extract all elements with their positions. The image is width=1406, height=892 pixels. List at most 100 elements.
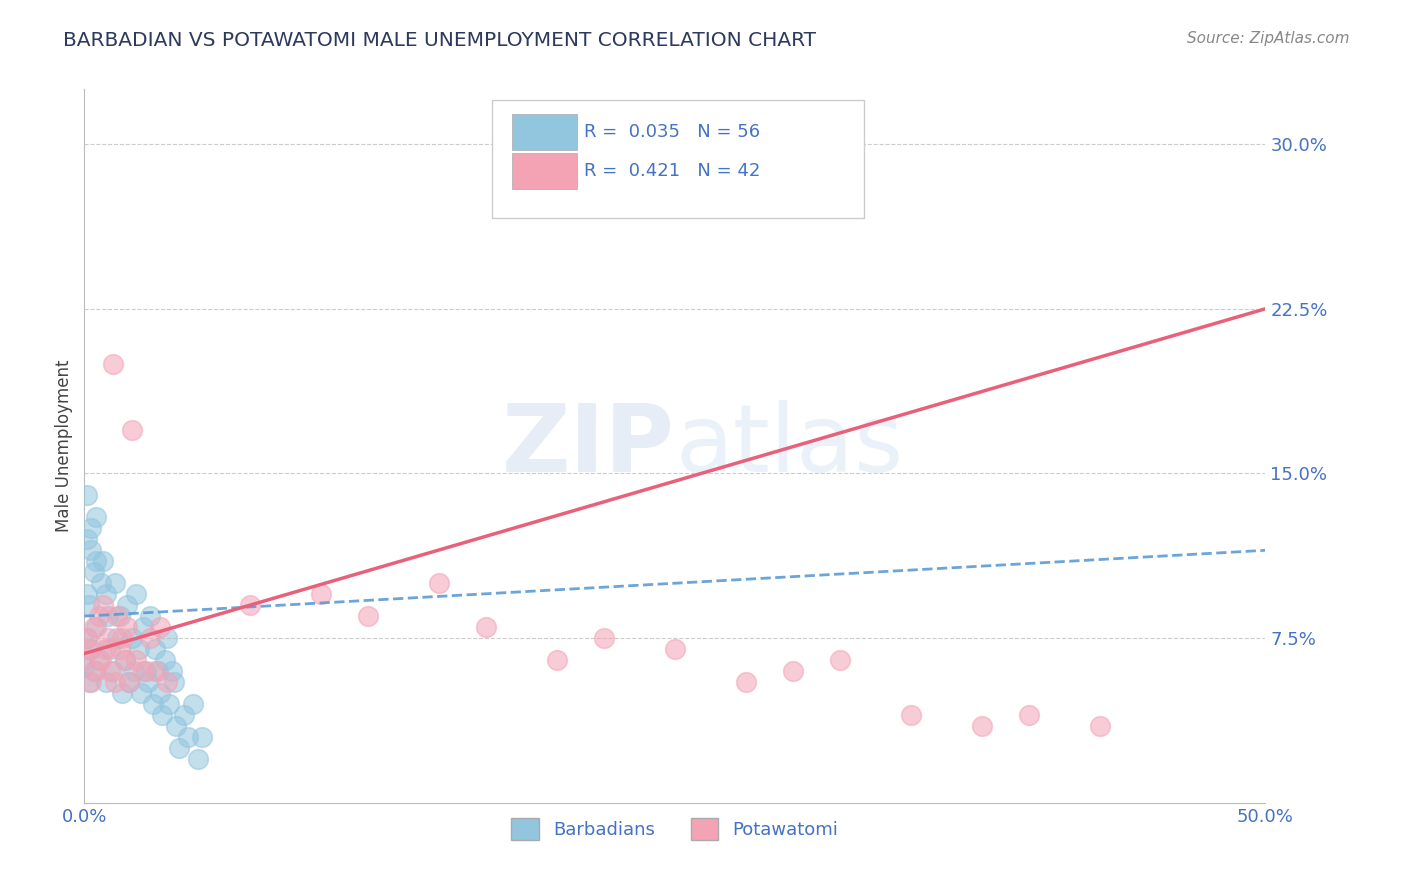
Point bbox=[125, 587, 148, 601]
Point bbox=[76, 488, 98, 502]
Point bbox=[1018, 708, 1040, 723]
Point bbox=[94, 587, 117, 601]
Point bbox=[114, 653, 136, 667]
Point bbox=[115, 598, 138, 612]
Point bbox=[132, 664, 155, 678]
Point bbox=[91, 598, 114, 612]
Point bbox=[83, 566, 105, 580]
Point bbox=[90, 576, 112, 591]
FancyBboxPatch shape bbox=[512, 153, 576, 189]
Point bbox=[970, 719, 993, 733]
Point bbox=[84, 664, 107, 678]
Point bbox=[84, 554, 107, 568]
Point bbox=[156, 631, 179, 645]
Point bbox=[149, 620, 172, 634]
Point bbox=[734, 675, 756, 690]
Point bbox=[118, 675, 141, 690]
Point bbox=[309, 587, 332, 601]
Point bbox=[157, 697, 180, 711]
Point bbox=[143, 664, 166, 678]
Point bbox=[900, 708, 922, 723]
Point bbox=[475, 620, 498, 634]
Point bbox=[80, 521, 103, 535]
Point bbox=[427, 576, 450, 591]
Point bbox=[87, 653, 110, 667]
Point bbox=[664, 642, 686, 657]
Point bbox=[129, 686, 152, 700]
Point bbox=[128, 642, 150, 657]
Text: Source: ZipAtlas.com: Source: ZipAtlas.com bbox=[1187, 31, 1350, 46]
Point bbox=[80, 675, 103, 690]
Point bbox=[80, 642, 103, 657]
Point bbox=[782, 664, 804, 678]
Point bbox=[77, 642, 100, 657]
Point bbox=[83, 620, 105, 634]
Text: R =  0.421   N = 42: R = 0.421 N = 42 bbox=[583, 162, 761, 180]
Point bbox=[142, 697, 165, 711]
FancyBboxPatch shape bbox=[492, 100, 863, 218]
Point bbox=[132, 620, 155, 634]
Point bbox=[149, 686, 172, 700]
Point bbox=[125, 653, 148, 667]
Point bbox=[546, 653, 568, 667]
Point bbox=[104, 675, 127, 690]
Point bbox=[77, 675, 100, 690]
Point bbox=[108, 609, 131, 624]
Point bbox=[83, 664, 105, 678]
Point bbox=[76, 587, 98, 601]
Point bbox=[91, 554, 114, 568]
Point bbox=[97, 631, 120, 645]
Point bbox=[101, 664, 124, 678]
Point bbox=[76, 533, 98, 547]
Point bbox=[166, 719, 188, 733]
Point bbox=[111, 631, 134, 645]
Point bbox=[90, 653, 112, 667]
Point bbox=[177, 730, 200, 744]
Point bbox=[80, 543, 103, 558]
Y-axis label: Male Unemployment: Male Unemployment bbox=[55, 359, 73, 533]
Point bbox=[139, 609, 162, 624]
Point bbox=[97, 609, 120, 624]
FancyBboxPatch shape bbox=[512, 114, 576, 150]
Point bbox=[150, 708, 173, 723]
Point bbox=[191, 730, 214, 744]
Point bbox=[357, 609, 380, 624]
Point bbox=[122, 664, 145, 678]
Point bbox=[101, 357, 124, 371]
Point bbox=[143, 642, 166, 657]
Point bbox=[84, 510, 107, 524]
Text: atlas: atlas bbox=[675, 400, 903, 492]
Point bbox=[239, 598, 262, 612]
Point bbox=[107, 609, 129, 624]
Point bbox=[135, 664, 157, 678]
Point bbox=[104, 576, 127, 591]
Point bbox=[98, 664, 121, 678]
Point bbox=[73, 659, 96, 673]
Point bbox=[187, 752, 209, 766]
Point bbox=[146, 664, 169, 678]
Point bbox=[94, 642, 117, 657]
Text: R =  0.035   N = 56: R = 0.035 N = 56 bbox=[583, 123, 761, 141]
Text: BARBADIAN VS POTAWATOMI MALE UNEMPLOYMENT CORRELATION CHART: BARBADIAN VS POTAWATOMI MALE UNEMPLOYMEN… bbox=[63, 31, 817, 50]
Point bbox=[76, 631, 98, 645]
Point bbox=[830, 653, 852, 667]
Point bbox=[84, 620, 107, 634]
Legend: Barbadians, Potawatomi: Barbadians, Potawatomi bbox=[505, 811, 845, 847]
Point bbox=[163, 675, 186, 690]
Point bbox=[77, 598, 100, 612]
Point bbox=[87, 609, 110, 624]
Point bbox=[139, 631, 162, 645]
Point bbox=[111, 686, 134, 700]
Point bbox=[181, 697, 204, 711]
Point bbox=[94, 675, 117, 690]
Point bbox=[167, 740, 190, 755]
Point bbox=[121, 631, 143, 645]
Text: ZIP: ZIP bbox=[502, 400, 675, 492]
Point bbox=[98, 642, 121, 657]
Point bbox=[121, 423, 143, 437]
Point bbox=[160, 664, 183, 678]
Point bbox=[115, 620, 138, 634]
Point bbox=[118, 675, 141, 690]
Point bbox=[136, 675, 159, 690]
Point bbox=[593, 631, 616, 645]
